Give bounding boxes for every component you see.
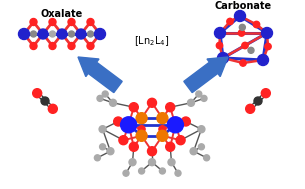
Circle shape <box>253 21 260 28</box>
Circle shape <box>123 170 129 176</box>
Circle shape <box>30 31 37 37</box>
Circle shape <box>30 43 37 50</box>
Circle shape <box>227 18 233 25</box>
Circle shape <box>168 159 175 166</box>
Circle shape <box>148 147 156 156</box>
Circle shape <box>107 148 114 155</box>
Circle shape <box>235 11 246 22</box>
Circle shape <box>157 113 168 124</box>
Circle shape <box>120 117 137 133</box>
Circle shape <box>68 43 75 50</box>
Circle shape <box>41 97 49 105</box>
Circle shape <box>188 99 195 106</box>
Circle shape <box>160 168 165 174</box>
Circle shape <box>217 53 228 64</box>
Circle shape <box>48 104 57 113</box>
Circle shape <box>136 113 147 124</box>
Circle shape <box>119 136 128 145</box>
Circle shape <box>109 99 117 106</box>
Circle shape <box>57 29 67 39</box>
Circle shape <box>176 136 185 145</box>
Circle shape <box>159 126 166 133</box>
Circle shape <box>99 126 106 133</box>
Circle shape <box>216 42 223 49</box>
Polygon shape <box>78 57 122 93</box>
Circle shape <box>148 98 156 107</box>
Circle shape <box>88 31 94 37</box>
Circle shape <box>257 54 268 66</box>
Circle shape <box>254 97 262 105</box>
Circle shape <box>246 104 255 113</box>
Circle shape <box>167 117 183 133</box>
Text: Carbonate: Carbonate <box>214 1 271 11</box>
Circle shape <box>30 19 37 26</box>
Circle shape <box>190 148 197 155</box>
Circle shape <box>33 89 42 98</box>
Circle shape <box>261 89 270 98</box>
Circle shape <box>19 29 30 40</box>
Circle shape <box>166 142 175 151</box>
Circle shape <box>198 126 205 133</box>
Circle shape <box>49 31 56 37</box>
Circle shape <box>87 19 94 26</box>
Circle shape <box>201 95 207 101</box>
Polygon shape <box>184 57 228 93</box>
Circle shape <box>138 126 145 133</box>
Circle shape <box>95 155 100 161</box>
Circle shape <box>198 144 204 150</box>
Circle shape <box>136 130 147 141</box>
Circle shape <box>261 28 272 39</box>
Circle shape <box>114 117 123 126</box>
Circle shape <box>87 43 94 50</box>
Circle shape <box>181 117 190 126</box>
Circle shape <box>214 28 225 39</box>
Circle shape <box>166 103 175 112</box>
Circle shape <box>238 30 245 36</box>
Circle shape <box>68 19 75 26</box>
Circle shape <box>265 43 271 50</box>
Circle shape <box>175 170 181 176</box>
Circle shape <box>76 29 86 39</box>
Circle shape <box>129 103 138 112</box>
Circle shape <box>100 144 106 150</box>
Circle shape <box>239 24 245 30</box>
Circle shape <box>204 155 210 161</box>
Circle shape <box>69 31 74 37</box>
Circle shape <box>129 142 138 151</box>
Circle shape <box>97 95 103 101</box>
Circle shape <box>157 130 168 141</box>
Circle shape <box>149 159 156 166</box>
Circle shape <box>138 168 145 174</box>
Circle shape <box>38 29 48 39</box>
Text: Oxalate: Oxalate <box>41 9 83 19</box>
Circle shape <box>49 43 56 50</box>
Circle shape <box>129 159 136 166</box>
Circle shape <box>240 60 246 66</box>
Text: [Ln$_2$L$_4$]: [Ln$_2$L$_4$] <box>134 34 170 48</box>
Circle shape <box>102 91 108 97</box>
Circle shape <box>242 42 248 49</box>
Circle shape <box>248 47 254 53</box>
Circle shape <box>49 19 56 26</box>
Circle shape <box>95 29 106 40</box>
Circle shape <box>196 91 202 97</box>
